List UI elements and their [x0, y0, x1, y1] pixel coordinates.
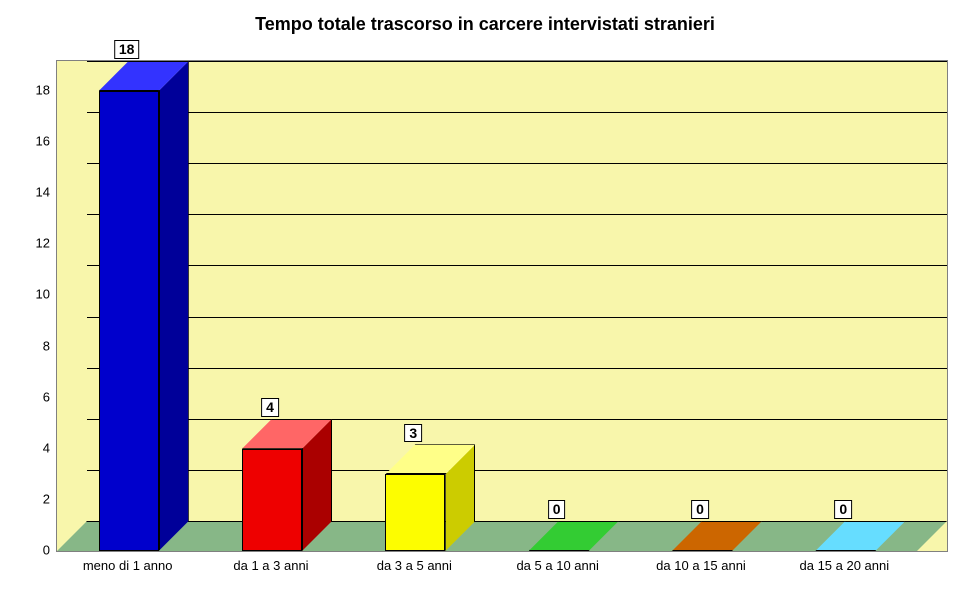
y-axis-tick-label: 18	[10, 83, 50, 98]
bar-top	[672, 521, 762, 551]
bar: 0	[672, 521, 762, 551]
x-axis-category-label: da 3 a 5 anni	[343, 558, 486, 573]
bar-value-label: 4	[261, 398, 279, 417]
y-axis-tick-label: 16	[10, 134, 50, 149]
y-axis-tick-label: 12	[10, 236, 50, 251]
y-axis-tick-label: 10	[10, 287, 50, 302]
plot-area: 1843000	[56, 60, 948, 552]
gridline	[87, 214, 947, 215]
bar-value-label: 0	[548, 500, 566, 519]
x-axis-category-label: meno di 1 anno	[56, 558, 199, 573]
bar-top	[529, 521, 619, 551]
bar: 18	[99, 61, 189, 551]
gridline	[87, 265, 947, 266]
bar-value-label: 18	[114, 40, 140, 59]
x-axis-category-label: da 1 a 3 anni	[199, 558, 342, 573]
bar: 0	[529, 521, 619, 551]
bar-value-label: 0	[691, 500, 709, 519]
bar-side	[159, 61, 189, 551]
y-axis-tick-label: 6	[10, 389, 50, 404]
floor-top	[57, 521, 947, 552]
y-axis: 024681012141618	[0, 60, 56, 550]
bar: 0	[815, 521, 905, 551]
bar-top	[815, 521, 905, 551]
x-axis-category-label: da 5 a 10 anni	[486, 558, 629, 573]
bar: 4	[242, 419, 332, 551]
y-axis-tick-label: 0	[10, 543, 50, 558]
gridline	[87, 419, 947, 420]
bar-front	[99, 91, 159, 551]
bar-front	[385, 474, 445, 551]
x-axis: meno di 1 annoda 1 a 3 annida 3 a 5 anni…	[56, 554, 946, 594]
y-axis-tick-label: 2	[10, 491, 50, 506]
gridline	[87, 61, 947, 62]
x-axis-category-label: da 10 a 15 anni	[629, 558, 772, 573]
bar: 3	[385, 444, 475, 551]
bar-value-label: 0	[834, 500, 852, 519]
x-axis-category-label: da 15 a 20 anni	[773, 558, 916, 573]
floor	[57, 521, 947, 551]
gridline	[87, 112, 947, 113]
gridline	[87, 368, 947, 369]
gridline	[87, 317, 947, 318]
y-axis-tick-label: 8	[10, 338, 50, 353]
y-axis-tick-label: 4	[10, 440, 50, 455]
bar-front	[242, 449, 302, 551]
y-axis-tick-label: 14	[10, 185, 50, 200]
gridline	[87, 163, 947, 164]
gridline	[87, 470, 947, 471]
chart-title: Tempo totale trascorso in carcere interv…	[0, 14, 970, 35]
chart-container: Tempo totale trascorso in carcere interv…	[0, 0, 970, 604]
bar-value-label: 3	[404, 424, 422, 443]
